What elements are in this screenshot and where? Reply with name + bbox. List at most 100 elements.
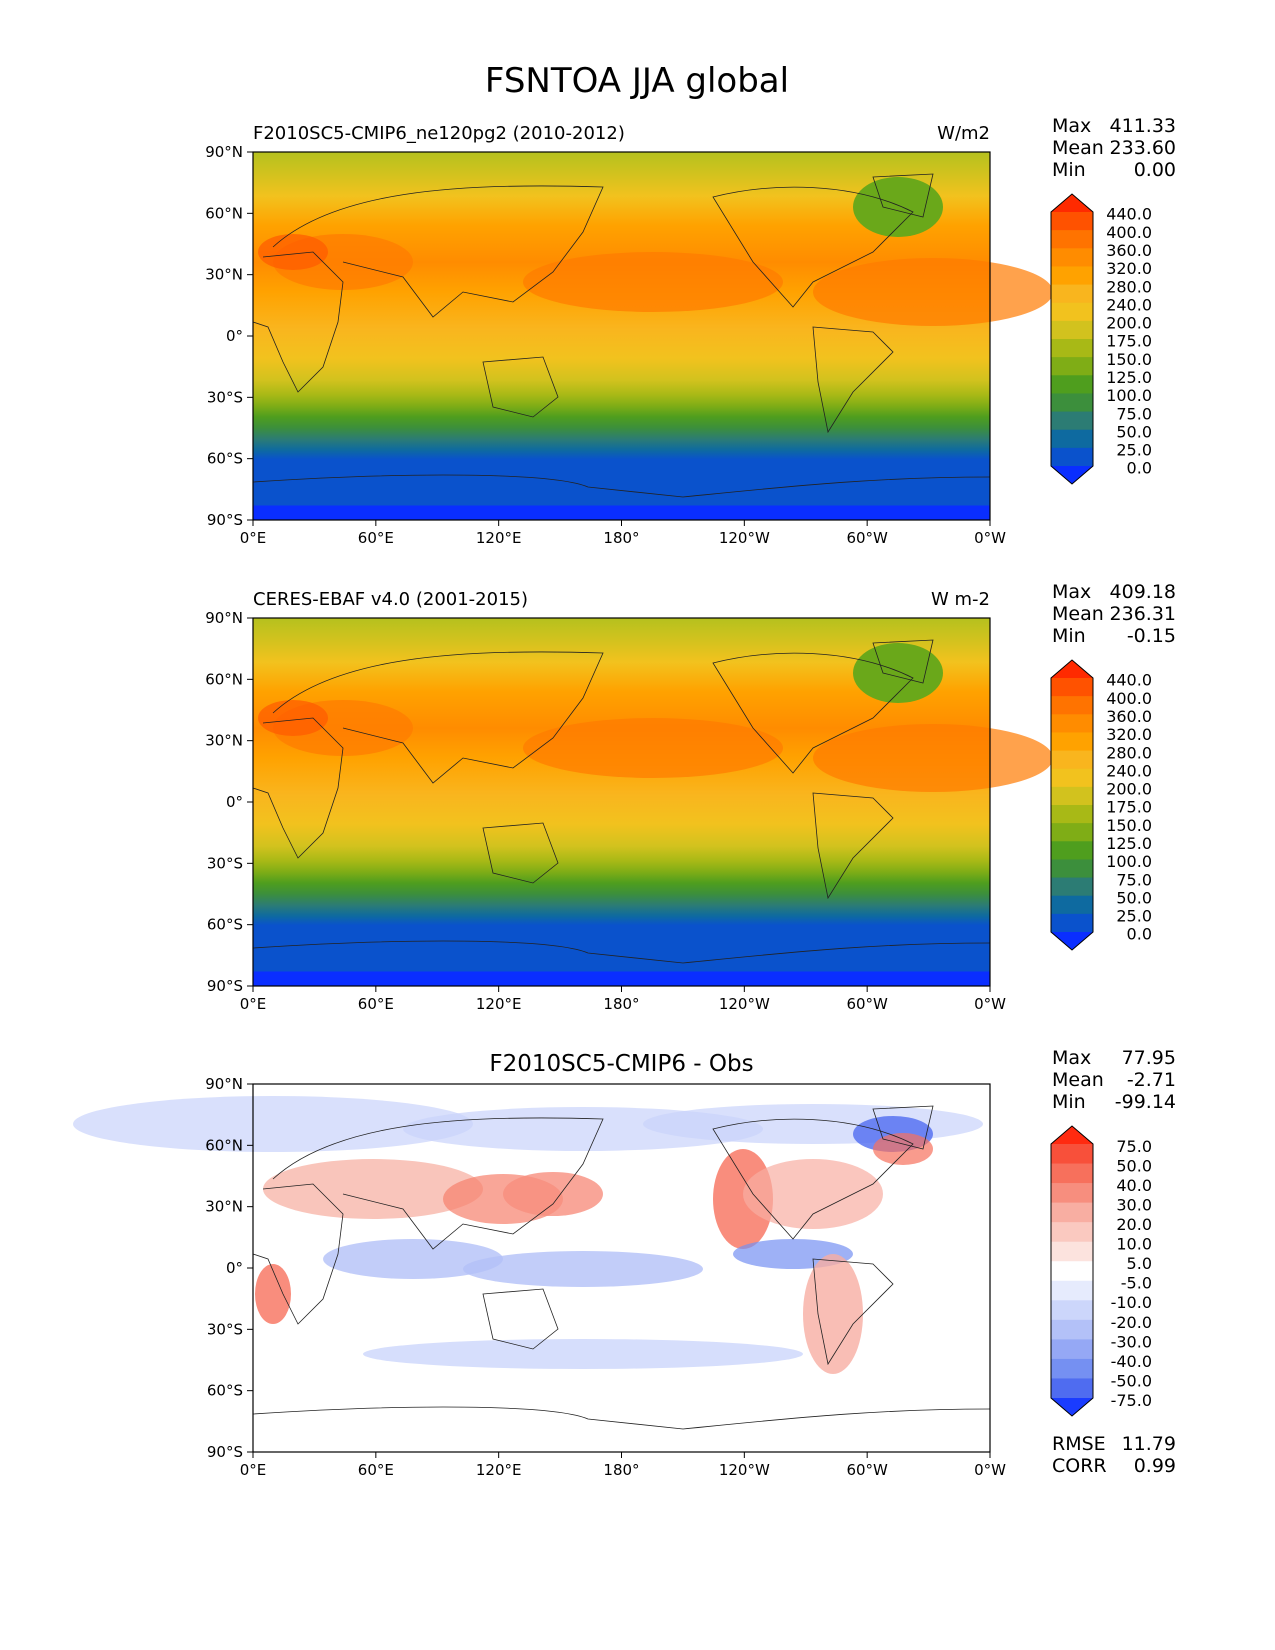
lat-tick-label: 90°S	[207, 977, 243, 995]
lon-tick-label: 60°W	[846, 529, 888, 547]
difference-anomaly	[463, 1251, 703, 1287]
lat-tick-label: 30°S	[207, 388, 243, 406]
difference-anomaly	[323, 1239, 503, 1279]
colorbar-segment	[1051, 230, 1093, 249]
colorbar-level-label: 240.0	[1106, 295, 1152, 314]
panel-title: CERES-EBAF v4.0 (2001-2015)	[253, 589, 528, 610]
colorbar-segment	[1051, 913, 1093, 933]
lon-tick-label: 180°	[603, 1461, 639, 1479]
metric-value-rmse: 11.79	[1122, 1433, 1176, 1455]
coastline	[872, 1105, 934, 1150]
coastlines	[252, 639, 991, 964]
colorbar-segment	[1051, 357, 1093, 376]
colorbar-segment	[1051, 714, 1093, 733]
difference-anomaly	[803, 1254, 863, 1374]
colorbar-segment	[1051, 877, 1093, 897]
colorbar-level-label: -40.0	[1111, 1352, 1152, 1371]
colorbar-segment	[1051, 375, 1093, 394]
colorbar-extend-top	[1051, 194, 1093, 212]
colorbar-segment	[1051, 266, 1093, 286]
panel-units: W m-2	[931, 589, 990, 610]
colorbar-level-label: -5.0	[1121, 1274, 1152, 1293]
coastline	[872, 173, 934, 218]
coastline	[812, 1258, 894, 1366]
lon-tick-label: 0°W	[974, 995, 1006, 1013]
colorbar-extend-top	[1051, 660, 1093, 678]
lat-tick-label: 0°	[226, 1259, 243, 1277]
coastline	[712, 186, 914, 308]
colorbar-segment	[1051, 284, 1093, 304]
difference-anomaly	[73, 1096, 473, 1152]
colorbar-level-label: 75.0	[1116, 404, 1152, 423]
coastline	[482, 822, 559, 884]
coastline	[252, 1406, 991, 1430]
colorbar-segment	[1051, 302, 1093, 322]
lat-tick-label: 90°N	[205, 143, 243, 161]
colorbar-extend-bottom	[1051, 1398, 1093, 1416]
coastline	[252, 717, 344, 859]
colorbar-level-label: 0.0	[1127, 459, 1152, 478]
lon-tick-label: 0°W	[974, 529, 1006, 547]
lon-tick-label: 0°E	[240, 529, 267, 547]
colorbar-segment	[1051, 750, 1093, 770]
lat-tick-label: 30°N	[205, 732, 243, 750]
colorbar-level-label: -75.0	[1111, 1391, 1152, 1410]
colorbar-level-label: 320.0	[1106, 259, 1152, 278]
colorbar-segment	[1051, 1358, 1093, 1379]
stat-value-mean: -2.71	[1127, 1069, 1176, 1091]
colorbar-level-label: 30.0	[1116, 1196, 1152, 1215]
lon-tick-label: 120°W	[719, 1461, 770, 1479]
colorbar-level-label: 200.0	[1106, 780, 1152, 799]
coastline	[812, 326, 894, 434]
lat-tick-label: 60°S	[207, 1382, 243, 1400]
colorbar-level-label: -20.0	[1111, 1313, 1152, 1332]
field-maximum	[258, 700, 328, 736]
colorbar-level-label: 320.0	[1106, 725, 1152, 744]
lat-tick-label: 60°N	[205, 1136, 243, 1154]
colorbar-segment	[1051, 1202, 1093, 1223]
coastline	[252, 474, 991, 498]
colorbar-level-label: 100.0	[1106, 852, 1152, 871]
lat-tick-label: 60°N	[205, 670, 243, 688]
colorbar-level-label: 50.0	[1116, 888, 1152, 907]
colorbar-segment	[1051, 732, 1093, 752]
colorbar-segment	[1051, 1241, 1093, 1262]
colorbar-outline	[1050, 1125, 1094, 1417]
stat-value-max: 411.33	[1110, 115, 1176, 137]
stat-value-max: 77.95	[1122, 1047, 1176, 1069]
colorbar-segment	[1051, 320, 1093, 340]
metric-label-rmse: RMSE	[1052, 1433, 1106, 1455]
colorbar-level-label: -50.0	[1111, 1371, 1152, 1390]
coastline	[272, 185, 604, 318]
difference-anomaly	[503, 1172, 603, 1216]
colorbar-level-label: 25.0	[1116, 907, 1152, 926]
lon-tick-label: 0°E	[240, 995, 267, 1013]
coastline	[712, 652, 914, 774]
lon-tick-label: 60°E	[358, 529, 394, 547]
colorbar-level-label: -30.0	[1111, 1332, 1152, 1351]
colorbar-segment	[1051, 1222, 1093, 1243]
coastline	[272, 1117, 604, 1250]
colorbar-level-label: 75.0	[1116, 870, 1152, 889]
colorbar-segment	[1051, 429, 1093, 449]
colorbar-level-label: 10.0	[1116, 1235, 1152, 1254]
stat-label-max: Max	[1052, 581, 1091, 603]
stat-label-min: Min	[1052, 159, 1086, 181]
colorbar-level-label: 20.0	[1116, 1215, 1152, 1234]
colorbar-level-label: 0.0	[1127, 925, 1152, 944]
stat-label-min: Min	[1052, 1091, 1086, 1113]
coastline	[712, 1118, 914, 1240]
lat-tick-label: 60°S	[207, 450, 243, 468]
lat-tick-label: 30°N	[205, 266, 243, 284]
colorbar-level-label: 100.0	[1106, 386, 1152, 405]
lon-tick-label: 60°E	[358, 1461, 394, 1479]
colorbar-level-label: 360.0	[1106, 707, 1152, 726]
stat-label-mean: Mean	[1052, 603, 1104, 625]
lon-tick-label: 0°W	[974, 1461, 1006, 1479]
colorbar-segment	[1051, 678, 1093, 697]
lon-tick-label: 120°W	[719, 529, 770, 547]
stat-value-min: 0.00	[1134, 159, 1176, 181]
stat-value-mean: 233.60	[1110, 137, 1176, 159]
colorbar-level-label: 360.0	[1106, 241, 1152, 260]
colorbar-extend-bottom	[1051, 932, 1093, 950]
